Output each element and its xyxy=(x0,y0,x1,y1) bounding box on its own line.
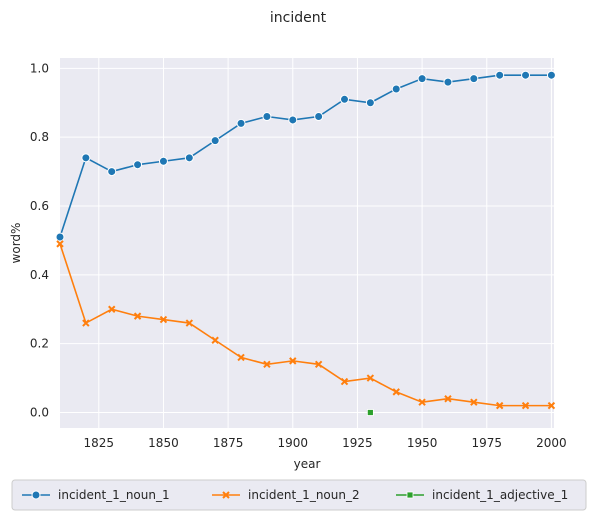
data-point xyxy=(158,156,168,166)
data-point xyxy=(365,98,375,108)
x-tick-label: 1875 xyxy=(213,436,244,450)
data-point xyxy=(340,94,350,104)
data-point xyxy=(56,240,64,248)
x-tick-label: 1975 xyxy=(471,436,502,450)
x-tick-label: 1950 xyxy=(407,436,438,450)
series-layer xyxy=(55,70,556,416)
data-point xyxy=(133,160,143,170)
y-axis-ticks: 0.0 0.2 0.4 0.6 0.8 1.0 xyxy=(30,61,49,419)
data-point xyxy=(211,336,219,344)
series-incident_1_noun_1 xyxy=(55,70,556,242)
legend-item: incident_1_noun_2 xyxy=(212,488,360,502)
data-point xyxy=(210,136,220,146)
data-point xyxy=(159,315,168,324)
data-point xyxy=(82,319,90,327)
data-point xyxy=(469,74,479,84)
gridlines xyxy=(60,58,554,428)
y-tick-label: 0.6 xyxy=(30,199,49,213)
series-line xyxy=(59,243,552,407)
y-axis-label: word% xyxy=(9,223,23,264)
data-point xyxy=(366,409,374,416)
data-point xyxy=(262,112,272,122)
legend-label: incident_1_adjective_1 xyxy=(432,488,568,502)
data-point xyxy=(470,398,478,406)
data-point xyxy=(546,70,556,80)
x-tick-label: 1825 xyxy=(84,436,115,450)
legend-label: incident_1_noun_2 xyxy=(248,488,360,502)
y-tick-label: 0.0 xyxy=(30,406,49,420)
data-point xyxy=(81,153,91,163)
data-point xyxy=(521,401,530,410)
data-point xyxy=(237,353,245,362)
data-point xyxy=(521,70,531,80)
data-point xyxy=(417,74,427,84)
y-tick-label: 1.0 xyxy=(30,61,49,75)
data-point xyxy=(495,401,504,410)
legend-swatch-marker xyxy=(31,490,41,500)
legend-item: incident_1_adjective_1 xyxy=(396,488,568,502)
data-point xyxy=(314,360,323,369)
data-point xyxy=(288,115,298,125)
y-tick-label: 0.2 xyxy=(30,337,49,351)
chart-title: incident xyxy=(270,10,327,26)
data-point xyxy=(444,395,452,403)
legend-label: incident_1_noun_1 xyxy=(58,488,170,502)
data-point xyxy=(289,357,297,365)
data-point xyxy=(391,84,401,94)
legend-swatch-marker xyxy=(406,491,414,499)
legend: incident_1_noun_1 incident_1_noun_2 incide… xyxy=(11,479,587,511)
data-point xyxy=(185,319,194,327)
data-point xyxy=(366,374,375,382)
series-incident_1_noun_2 xyxy=(56,240,556,410)
data-point xyxy=(547,401,556,410)
x-tick-label: 1900 xyxy=(278,436,309,450)
y-tick-label: 0.4 xyxy=(30,268,49,282)
x-tick-label: 2000 xyxy=(536,436,567,450)
data-point xyxy=(184,153,194,163)
data-point xyxy=(55,232,65,242)
plot-area xyxy=(60,58,554,428)
data-point xyxy=(418,398,426,406)
data-point xyxy=(392,388,400,396)
x-axis-ticks: 1825 1850 1875 1900 1925 1950 1975 2000 xyxy=(84,436,567,450)
x-tick-label: 1850 xyxy=(148,436,179,450)
data-point xyxy=(108,305,116,313)
data-point xyxy=(340,377,349,386)
legend-swatch-marker xyxy=(222,491,230,499)
data-point xyxy=(314,112,324,122)
data-point xyxy=(133,312,142,320)
data-point xyxy=(236,118,246,128)
x-axis-label: year xyxy=(294,457,321,471)
legend-item: incident_1_noun_1 xyxy=(22,488,170,502)
data-point xyxy=(263,360,271,369)
legend-items: incident_1_noun_1 incident_1_noun_2 incide… xyxy=(22,488,568,502)
x-tick-label: 1925 xyxy=(342,436,373,450)
data-point xyxy=(107,167,117,177)
legend-box xyxy=(11,479,587,511)
series-incident_1_adjective_1 xyxy=(366,409,374,416)
data-point xyxy=(443,77,453,87)
data-point xyxy=(495,70,505,80)
y-tick-label: 0.8 xyxy=(30,130,49,144)
